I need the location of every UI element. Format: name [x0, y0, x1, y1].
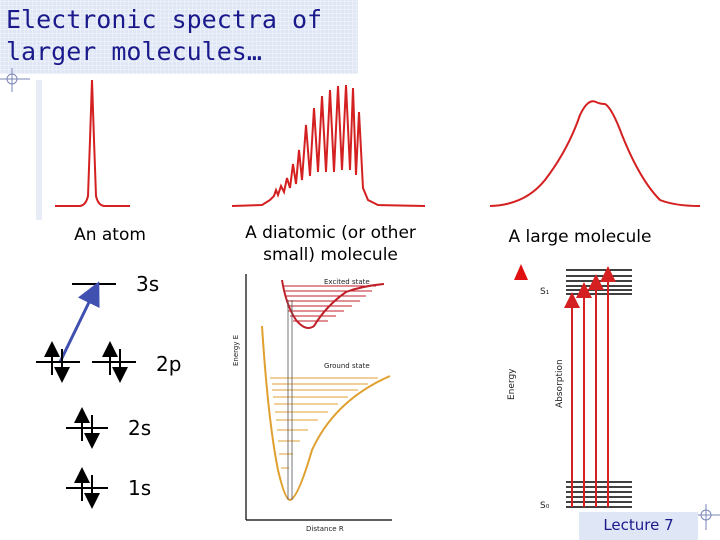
label-1s: 1s	[128, 476, 152, 500]
absorption-label: Absorption	[555, 359, 565, 408]
excited-vibrational-levels	[284, 285, 376, 322]
large-molecule-spectrum-line	[489, 100, 701, 207]
ground-state-curve	[261, 325, 391, 502]
footer-box: Lecture 7	[579, 512, 698, 540]
excited-state-label: Excited state	[324, 278, 370, 286]
diatomic-spectrum-line	[231, 84, 426, 207]
upper-state-label: S₁	[540, 287, 550, 297]
excitation-arrow	[58, 281, 100, 363]
level-2s	[66, 407, 108, 449]
energy-axis-label: Energy	[507, 368, 517, 400]
atom-spectrum-line	[55, 79, 130, 207]
lower-state-label: S₀	[540, 501, 550, 511]
lecture-label: Lecture 7	[603, 516, 674, 534]
s1-levels	[566, 269, 632, 295]
absorption-arrows	[564, 266, 616, 507]
label-2p: 2p	[156, 352, 182, 376]
potential-y-label: Energy E	[232, 335, 240, 366]
potential-x-label: Distance R	[306, 525, 344, 533]
level-1s	[66, 467, 108, 509]
slide-title: Electronic spectra of larger molecules…	[6, 5, 323, 66]
s0-levels	[566, 481, 632, 508]
level-2p	[36, 341, 136, 383]
decorative-strip	[36, 80, 42, 220]
label-2s: 2s	[128, 416, 152, 440]
atom-label: An atom	[74, 225, 146, 245]
crosshair-icon-left	[0, 68, 30, 92]
excited-state-curve	[281, 279, 385, 329]
ground-state-label: Ground state	[324, 362, 370, 370]
diatomic-label: A diatomic (or other small) molecule	[245, 223, 416, 265]
label-3s: 3s	[136, 272, 160, 296]
title-box: Electronic spectra of larger molecules…	[0, 0, 358, 74]
large-molecule-label: A large molecule	[508, 227, 652, 247]
